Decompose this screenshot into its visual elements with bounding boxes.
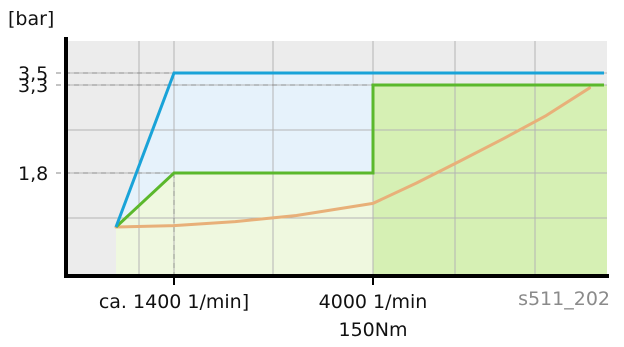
y-tick-label: 3,3 — [18, 75, 48, 97]
image-code: s511_202 — [518, 288, 610, 310]
green-fill-area — [373, 85, 607, 276]
blue-fill-area — [116, 73, 373, 227]
x-tick-label: 4000 1/min — [319, 291, 428, 313]
y-tick-label: 3,5 — [18, 63, 48, 85]
series-green-line — [114, 83, 604, 229]
x-subtick-label: 150Nm — [339, 319, 408, 341]
y-axis-unit: [bar] — [8, 8, 55, 30]
y-tick-label: 1,8 — [18, 163, 48, 185]
x-tick-label: ca. 1400 1/min] — [99, 291, 249, 313]
series-orange-curve — [114, 86, 592, 229]
light-green-fill-area — [116, 173, 373, 276]
series-blue-line — [114, 71, 604, 228]
